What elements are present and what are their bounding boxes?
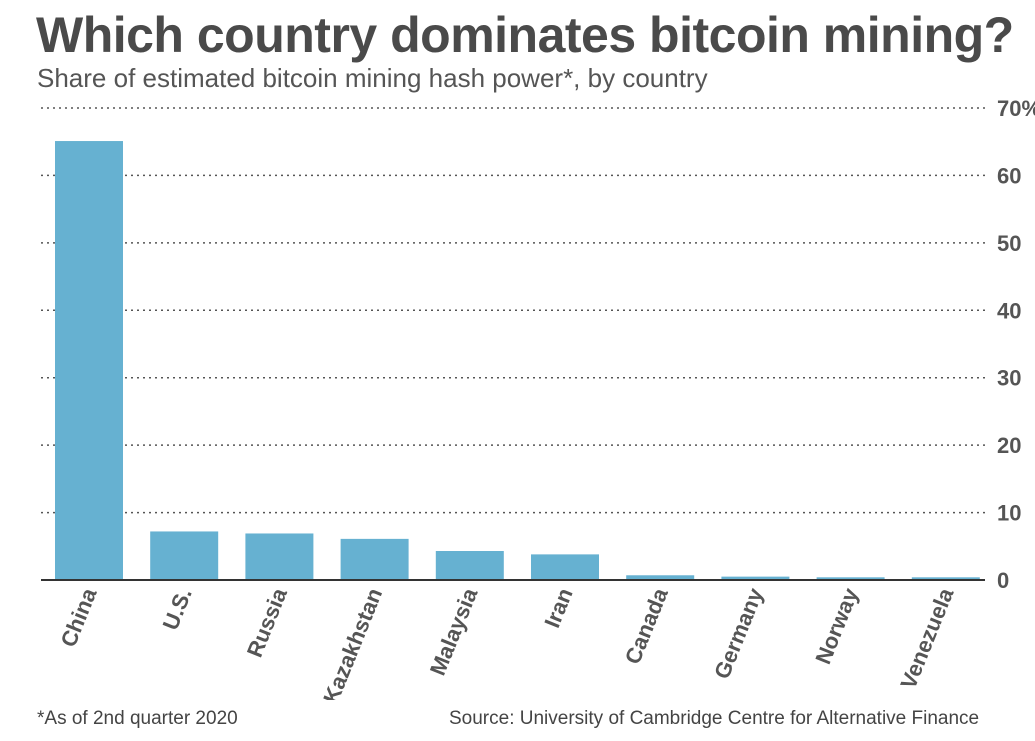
chart-title: Which country dominates bitcoin mining? (36, 7, 1014, 63)
bar-russia (245, 533, 314, 580)
y-tick-label: 10 (997, 501, 1021, 526)
x-tick-labels: China U.S. Russia Kazakhstan Malaysia Iran Can… (56, 584, 959, 700)
x-tick-label: Kazakhstan (318, 585, 387, 700)
y-tick-label: 0 (997, 568, 1009, 593)
x-tick-label: U.S. (158, 585, 197, 634)
gridlines (41, 107, 985, 514)
bars (55, 141, 980, 581)
y-tick-label: 30 (997, 366, 1021, 391)
y-tick-label: 60 (997, 163, 1021, 188)
y-tick-label: 50 (997, 231, 1021, 256)
bar-chart: 0 10 20 30 40 50 60 70% China U.S. Russia Kazakhst… (41, 96, 1035, 700)
bar-kazakhstan (340, 538, 409, 580)
x-tick-label: Venezuela (895, 584, 958, 693)
bar-china (55, 141, 123, 581)
x-tick-label: Iran (539, 585, 577, 632)
bar-germany (721, 576, 790, 580)
y-tick-label: 70% (997, 96, 1035, 121)
source-note: Source: University of Cambridge Centre f… (449, 708, 980, 729)
chart-subtitle: Share of estimated bitcoin mining hash p… (37, 63, 708, 93)
y-tick-label: 40 (997, 298, 1021, 323)
y-tick-labels: 0 10 20 30 40 50 60 70% (997, 96, 1035, 593)
bar-us (150, 531, 219, 580)
y-tick-label: 20 (997, 433, 1021, 458)
bar-venezuela (911, 577, 980, 580)
bar-canada (626, 575, 695, 580)
x-tick-label: Russia (242, 584, 292, 661)
x-tick-label: Malaysia (425, 584, 483, 679)
x-tick-label: Norway (810, 584, 863, 668)
bar-malaysia (435, 551, 504, 580)
x-tick-label: Germany (709, 584, 768, 683)
x-tick-label: Canada (620, 584, 673, 668)
bar-iran (531, 554, 599, 580)
footnote: *As of 2nd quarter 2020 (37, 708, 238, 729)
bar-norway (816, 577, 885, 580)
x-tick-label: China (56, 584, 102, 651)
